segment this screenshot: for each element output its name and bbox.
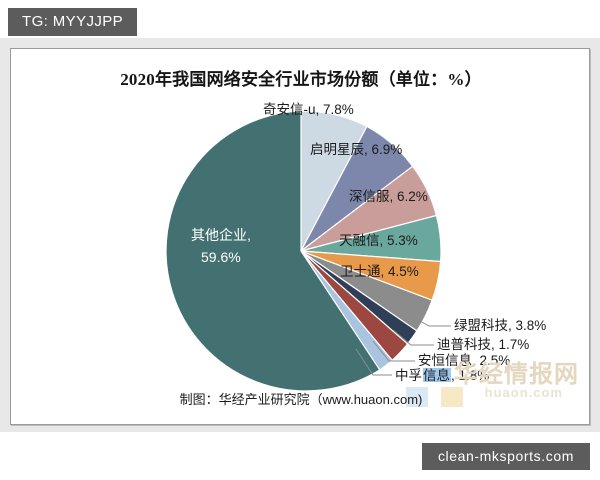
- text-selection-highlight: [423, 368, 451, 382]
- chart-title: 2020年我国网络安全行业市场份额（单位：%）: [120, 70, 482, 89]
- leader-line-lvmeng: [410, 315, 451, 327]
- pie-chart: 奇安信-u, 7.8% 启明星辰, 6.9% 深信服, 6.2% 天融信, 5.…: [165, 101, 546, 392]
- label-qimingxingchen: 启明星辰, 6.9%: [310, 142, 402, 157]
- label-tianrongxin: 天融信, 5.3%: [339, 233, 418, 248]
- site-banner-label: clean-mksports.com: [437, 448, 574, 464]
- label-shenxinfu: 深信服, 6.2%: [349, 189, 428, 204]
- label-lvmeng: 绿盟科技, 3.8%: [454, 318, 546, 333]
- pie-slice-others[interactable]: [165, 110, 381, 392]
- label-anheng: 安恒信息, 2.5%: [418, 352, 510, 368]
- label-zhongfu-group: 中孚 信息 , 1.8%: [395, 367, 489, 383]
- label-qianxin: 奇安信-u, 7.8%: [263, 101, 354, 117]
- leader-line-dipu: [392, 329, 434, 346]
- site-banner: clean-mksports.com: [421, 443, 590, 470]
- tg-tag-banner: TG: MYYJJPP: [8, 8, 138, 36]
- chart-panel: 2020年我国网络安全行业市场份额（单位：%） 奇安信-u, 7.8% 启明星辰…: [10, 48, 590, 425]
- label-dipu: 迪普科技, 1.7%: [437, 337, 529, 352]
- label-others-line1: 其他企业,: [191, 227, 251, 243]
- chart-source-note: 制图：华经产业研究院（www.huaon.com): [179, 392, 423, 407]
- label-zhongfu-part3: , 1.8%: [451, 368, 489, 383]
- tg-tag-label: TG: MYYJJPP: [22, 13, 124, 30]
- label-others-line2: 59.6%: [201, 249, 241, 265]
- label-zhongfu-part2: 信息: [423, 367, 450, 383]
- leader-line-zhongfu: [355, 348, 392, 376]
- label-weishitong: 卫士通, 4.5%: [340, 264, 419, 279]
- label-zhongfu-part1: 中孚: [395, 368, 422, 383]
- leader-line-anheng: [372, 340, 415, 362]
